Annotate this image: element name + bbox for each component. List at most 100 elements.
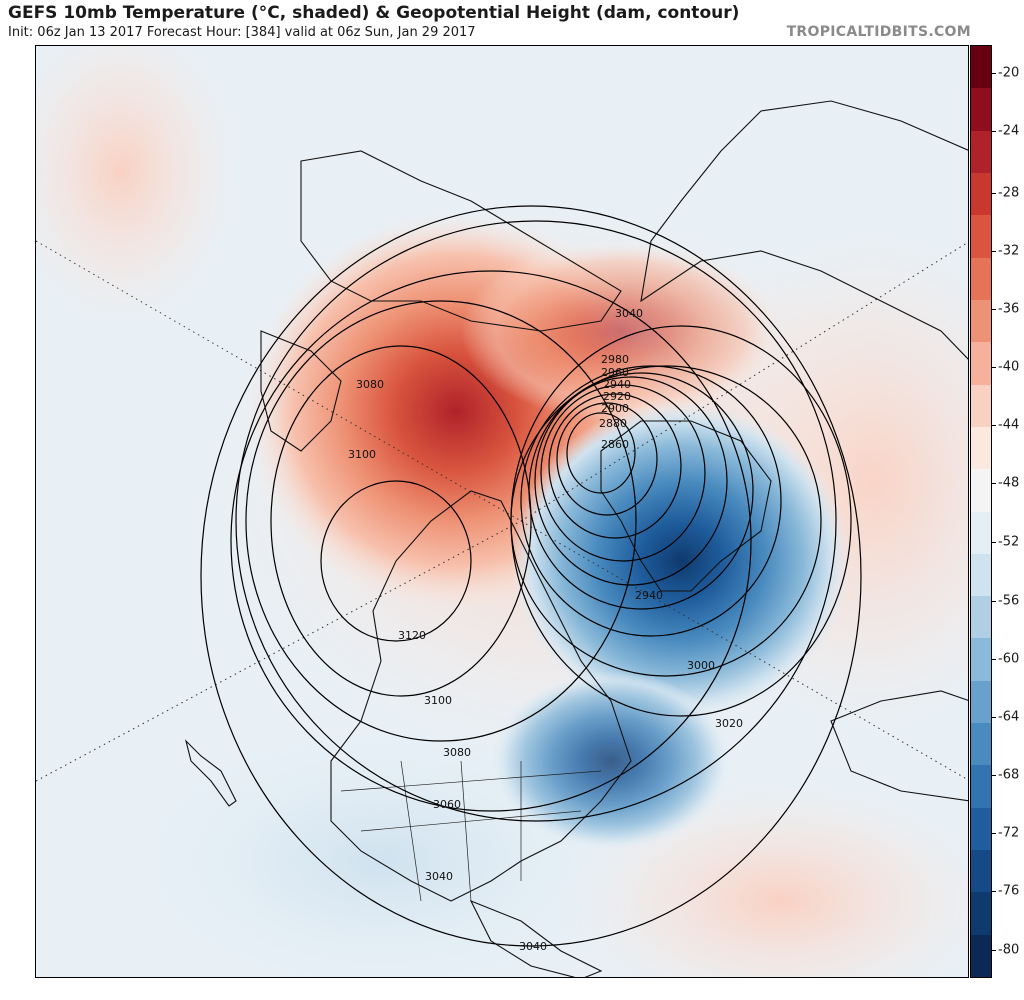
colorbar-segment [971,680,991,724]
central-america-coast [469,899,603,977]
contour-label: 3100 [424,694,452,707]
contour-labels: 3040 2980 2960 2940 2920 2900 2880 2860 … [348,307,743,953]
colorbar-label: -52 [998,534,1020,550]
colorbar-segment [971,88,991,132]
colorbar-segment [971,46,991,89]
contour-3120 [320,480,472,642]
colorbar-tick [992,775,996,776]
contour-label: 2940 [635,589,663,602]
cold-vortex-shading [511,401,851,721]
eurasia-coast [640,100,968,360]
greenland-coast [600,420,772,592]
contour-2920 [540,384,706,562]
map-canvas: 3040 2980 2960 2940 2920 2900 2880 2860 … [36,46,968,977]
contour-2880 [556,402,658,516]
colorbar-segment [971,553,991,597]
colorbar-segment [971,511,991,555]
cold-vortex-shading-tail [491,671,731,851]
contour-3000 [510,365,822,677]
temperature-colorbar [970,45,992,978]
colorbar-segment [971,342,991,386]
contour-2980 [520,365,782,637]
colorbar-segment [971,130,991,174]
colorbar-tick [992,309,996,310]
colorbar-tick [992,73,996,74]
colorbar-tick [992,891,996,892]
colorbar-tick [992,950,996,951]
colorbar-segment [971,638,991,682]
colorbar-segment [971,257,991,301]
colorbar-label: -44 [998,417,1020,433]
contour-2940 [534,376,728,586]
contour-2900 [548,393,682,539]
chart-title: GEFS 10mb Temperature (°C, shaded) & Geo… [8,3,740,23]
colorbar-label: -40 [998,359,1020,375]
colorbar-label: -20 [998,65,1020,81]
contour-label: 3000 [687,659,715,672]
colorbar-segment [971,723,991,766]
colorbar-tick [992,717,996,718]
contour-label: 2920 [603,390,631,403]
contour-label: 2860 [601,438,629,451]
colorbar-tick [992,367,996,368]
colorbar-tick [992,483,996,484]
colorbar-label: -48 [998,475,1020,491]
contour-label: 2980 [601,353,629,366]
colorbar-label: -24 [998,123,1020,139]
brand-watermark: TROPICALTIDBITS.COM [786,24,971,40]
colorbar-label: -64 [998,709,1020,725]
colorbar-label: -36 [998,301,1020,317]
colorbar-tick [992,601,996,602]
north-america-coast [330,490,632,902]
contour-label: 3080 [443,746,471,759]
contour-label: 2940 [603,378,631,391]
colorbar-segment [971,299,991,343]
colorbar-segment [971,469,991,513]
warm-pale-region-nw [36,46,241,331]
colorbar-label: -32 [998,243,1020,259]
contour-label: 3080 [356,378,384,391]
asia-north-coast [300,150,622,332]
colorbar-tick [992,542,996,543]
contour-label: 3020 [715,717,743,730]
colorbar-segment [971,807,991,851]
colorbar-segment [971,215,991,259]
colorbar-segment [971,850,991,893]
contour-3060 [230,270,752,812]
contour-3040-inner [235,220,837,822]
colorbar-tick [992,659,996,660]
colorbar-segment [971,892,991,936]
colorbar-label: -56 [998,593,1020,609]
contour-3080 [245,300,637,742]
contour-label: 3040 [615,307,643,320]
colorbar-tick [992,251,996,252]
contour-2860 [566,412,636,494]
graticule-lines [36,240,968,782]
colorbar-segment [971,384,991,428]
contour-label: 3040 [425,870,453,883]
map-panel: 3040 2980 2960 2940 2920 2900 2880 2860 … [35,45,969,978]
colorbar-label: -76 [998,883,1020,899]
contour-label: 2900 [601,402,629,415]
colorbar-segment [971,596,991,640]
height-contours [200,205,862,947]
colorbar-segment [971,934,991,977]
colorbar-label: -80 [998,942,1020,958]
contour-3040-outer [200,205,862,947]
hawaii-islands [184,739,237,807]
colorbar-label: -68 [998,767,1020,783]
colorbar-segment [971,765,991,809]
contour-label: 2880 [599,417,627,430]
contour-label: 3120 [398,629,426,642]
colorbar-label: -28 [998,185,1020,201]
contour-label: 3040 [519,940,547,953]
coastlines [184,100,968,977]
colorbar-tick [992,833,996,834]
colorbar-tick [992,193,996,194]
contour-label: 3100 [348,448,376,461]
contour-label: 3060 [433,798,461,811]
colorbar-label: -60 [998,651,1020,667]
colorbar-tick [992,131,996,132]
chart-subtitle: Init: 06z Jan 13 2017 Forecast Hour: [38… [8,25,476,40]
colorbar-segment [971,426,991,470]
